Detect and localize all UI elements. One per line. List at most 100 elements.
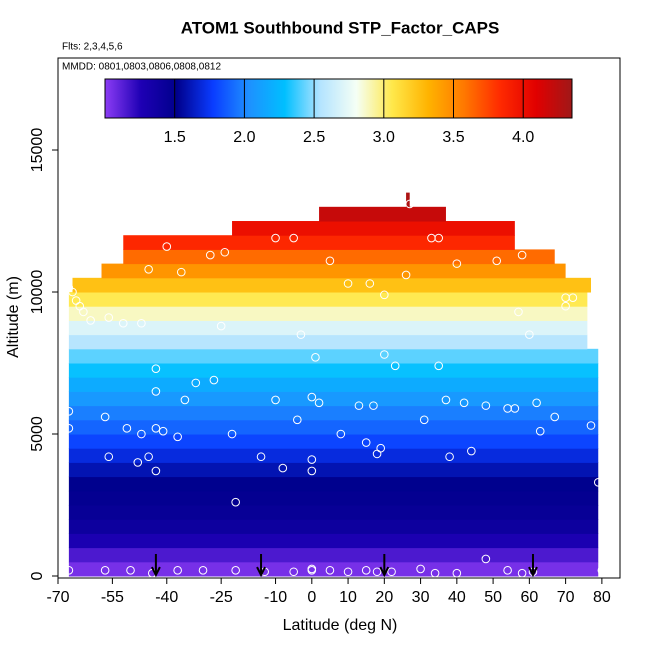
heatmap-cell — [68, 320, 588, 336]
data-point — [68, 287, 77, 297]
heatmap-cell — [68, 490, 599, 506]
data-point — [256, 452, 266, 462]
data-point — [561, 301, 570, 311]
heatmap-cell — [319, 206, 446, 222]
data-point — [390, 361, 400, 371]
arrow — [151, 554, 161, 578]
colorbar-tick-label: 3.5 — [442, 129, 464, 146]
x-axis-title: Latitude (deg N) — [283, 617, 398, 634]
x-tick-label: -10 — [264, 589, 287, 606]
data-point — [307, 466, 317, 476]
data-point — [586, 421, 596, 430]
data-point — [151, 364, 161, 373]
data-point — [289, 567, 298, 577]
data-point — [510, 404, 520, 413]
x-tick-label: 0 — [307, 589, 316, 606]
data-point — [311, 353, 320, 362]
arrow — [528, 554, 538, 578]
data-point — [514, 307, 523, 317]
x-tick-label: 20 — [375, 589, 393, 606]
data-point — [419, 415, 429, 425]
colorbar-tick-label: 2.0 — [233, 129, 255, 146]
heatmap-cell — [68, 306, 588, 321]
colorbar — [104, 78, 573, 119]
data-point — [133, 458, 143, 467]
data-point — [467, 446, 476, 456]
data-point — [198, 566, 208, 575]
heatmap-cell — [68, 434, 599, 449]
x-tick-label: 80 — [593, 589, 611, 606]
data-point — [137, 429, 146, 439]
data-point — [441, 395, 451, 405]
data-point — [376, 443, 385, 453]
data-point — [104, 452, 114, 462]
data-point — [597, 566, 607, 575]
y-tick-label: 5000 — [29, 416, 46, 452]
y-axis-title: Altitude (m) — [5, 276, 22, 358]
data-point — [293, 415, 302, 425]
colorbar-tick-label: 3.0 — [373, 129, 395, 146]
x-tick-label: -70 — [46, 589, 69, 606]
data-point — [79, 307, 88, 317]
data-point — [343, 567, 353, 577]
data-point — [427, 233, 436, 243]
data-point — [104, 313, 114, 322]
data-point — [296, 330, 306, 339]
arrow — [379, 554, 390, 578]
data-point — [532, 398, 541, 408]
data-point — [173, 566, 182, 575]
data-point — [535, 426, 545, 436]
heatmap-cell — [68, 334, 588, 350]
data-point — [452, 259, 462, 268]
data-point — [151, 466, 161, 476]
data-point — [158, 426, 168, 436]
heatmap-cell — [406, 192, 410, 208]
data-point — [401, 270, 411, 280]
data-point — [380, 290, 389, 300]
data-point — [231, 566, 240, 575]
y-tick-label: 15000 — [29, 128, 46, 173]
heatmap-cell — [68, 476, 599, 492]
x-tick-label: 40 — [448, 589, 466, 606]
x-tick-label: -55 — [101, 589, 124, 606]
y-tick-label: 0 — [29, 571, 46, 580]
data-point — [137, 318, 146, 328]
data-point — [459, 398, 469, 408]
data-point — [380, 350, 389, 359]
heatmap-cell — [68, 419, 599, 435]
plot-frame — [57, 57, 621, 579]
data-point — [525, 330, 534, 339]
data-point — [452, 568, 462, 578]
arrow — [256, 554, 266, 578]
x-tick-label: -40 — [155, 589, 178, 606]
data-point — [278, 463, 288, 473]
data-point — [517, 568, 527, 578]
heatmap-cell — [232, 221, 515, 236]
data-point — [325, 566, 335, 575]
heatmap-cell — [68, 519, 599, 534]
data-point — [118, 318, 128, 328]
data-point — [216, 321, 226, 331]
x-tick-label: 30 — [412, 589, 430, 606]
data-point — [325, 256, 335, 266]
data-point — [271, 233, 280, 243]
data-point — [481, 401, 491, 410]
colorbar-tick-label: 4.0 — [512, 129, 534, 146]
data-point — [100, 412, 110, 422]
heatmap-cell — [68, 391, 599, 407]
data-point — [144, 264, 153, 274]
colorbar-tick-label: 1.5 — [164, 129, 186, 146]
x-tick-label: 10 — [339, 589, 357, 606]
subtitle: Flts: 2,3,4,5,6 — [62, 42, 123, 53]
data-point — [180, 395, 190, 405]
data-point — [100, 566, 110, 575]
data-point — [173, 432, 182, 442]
data-point — [64, 424, 74, 433]
data-point — [64, 566, 74, 575]
data-point — [289, 233, 298, 243]
data-point — [361, 438, 371, 447]
data-point — [550, 412, 560, 422]
data-point — [434, 361, 444, 371]
data-point — [144, 452, 153, 462]
heatmap-cell — [68, 292, 588, 307]
